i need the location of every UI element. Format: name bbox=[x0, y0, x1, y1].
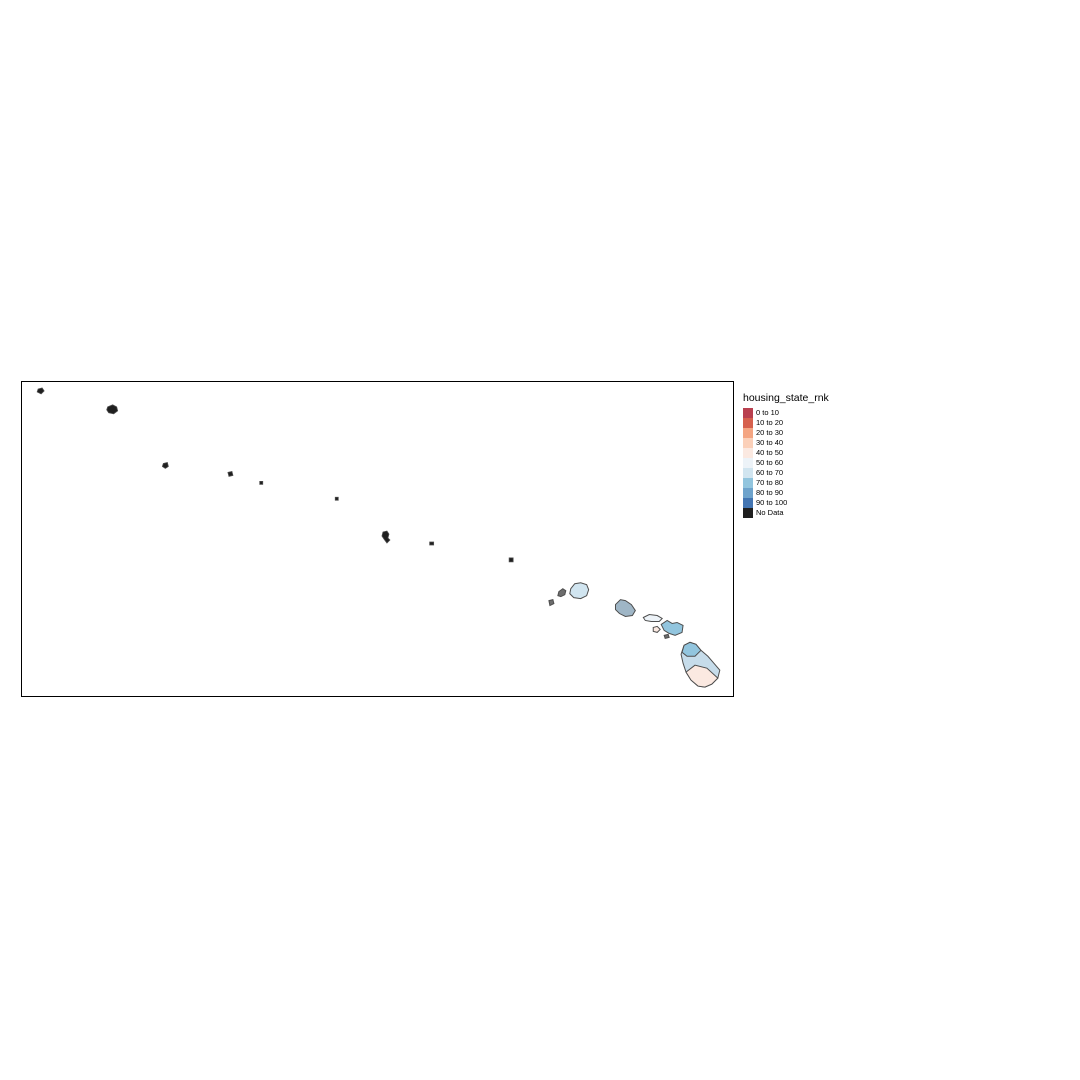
choropleth-map bbox=[36, 387, 721, 688]
legend-label: 60 to 70 bbox=[756, 468, 784, 477]
island-laysan bbox=[259, 480, 264, 485]
legend-swatch bbox=[743, 508, 753, 518]
legend-title: housing_state_rnk bbox=[743, 392, 829, 404]
legend-swatch bbox=[743, 488, 753, 498]
legend-item: 40 to 50 bbox=[743, 448, 829, 458]
legend-item: No Data bbox=[743, 508, 829, 518]
island-pearl-hermes bbox=[161, 462, 169, 469]
map-panel bbox=[21, 381, 734, 697]
island-molokai bbox=[642, 614, 663, 622]
legend-item: 90 to 100 bbox=[743, 498, 829, 508]
legend-item: 30 to 40 bbox=[743, 438, 829, 448]
island-nihoa bbox=[508, 557, 514, 563]
island-kure bbox=[36, 387, 45, 395]
legend-swatch bbox=[743, 408, 753, 418]
legend-swatch bbox=[743, 448, 753, 458]
northwestern-islands bbox=[36, 387, 514, 563]
legend: housing_state_rnk 0 to 10 10 to 20 20 to 3… bbox=[743, 392, 829, 518]
island-hawaii-south bbox=[685, 664, 719, 688]
island-kahoolawe bbox=[663, 633, 670, 639]
legend-label: No Data bbox=[756, 508, 784, 517]
legend-swatch bbox=[743, 468, 753, 478]
island-hawaii-north bbox=[681, 641, 702, 657]
legend-label: 40 to 50 bbox=[756, 448, 784, 457]
legend-swatch bbox=[743, 478, 753, 488]
legend-label: 30 to 40 bbox=[756, 438, 784, 447]
legend-item: 60 to 70 bbox=[743, 468, 829, 478]
legend-label: 10 to 20 bbox=[756, 418, 784, 427]
legend-label: 70 to 80 bbox=[756, 478, 784, 487]
legend-swatch bbox=[743, 498, 753, 508]
legend-item: 80 to 90 bbox=[743, 488, 829, 498]
island-lisianski bbox=[227, 470, 234, 477]
island-necker bbox=[429, 541, 435, 546]
main-islands bbox=[548, 582, 721, 688]
island-lanai bbox=[652, 625, 661, 633]
island-niihau bbox=[548, 599, 555, 607]
island-oahu bbox=[614, 599, 636, 618]
legend-item: 70 to 80 bbox=[743, 478, 829, 488]
legend-swatch bbox=[743, 458, 753, 468]
legend-label: 50 to 60 bbox=[756, 458, 784, 467]
island-kauai bbox=[569, 582, 590, 600]
legend-swatch bbox=[743, 418, 753, 428]
legend-items: 0 to 10 10 to 20 20 to 30 30 to 40 40 to 50 5… bbox=[743, 408, 829, 518]
legend-item: 0 to 10 bbox=[743, 408, 829, 418]
island-niihau-north bbox=[557, 588, 567, 598]
island-midway bbox=[106, 404, 119, 415]
legend-item: 20 to 30 bbox=[743, 428, 829, 438]
island-french-frigate bbox=[381, 530, 391, 544]
island-maro-reef bbox=[334, 496, 339, 501]
legend-label: 80 to 90 bbox=[756, 488, 784, 497]
legend-swatch bbox=[743, 428, 753, 438]
legend-label: 20 to 30 bbox=[756, 428, 784, 437]
legend-swatch bbox=[743, 438, 753, 448]
legend-label: 0 to 10 bbox=[756, 408, 779, 417]
island-maui bbox=[660, 619, 684, 636]
legend-label: 90 to 100 bbox=[756, 498, 788, 507]
legend-item: 10 to 20 bbox=[743, 418, 829, 428]
legend-item: 50 to 60 bbox=[743, 458, 829, 468]
